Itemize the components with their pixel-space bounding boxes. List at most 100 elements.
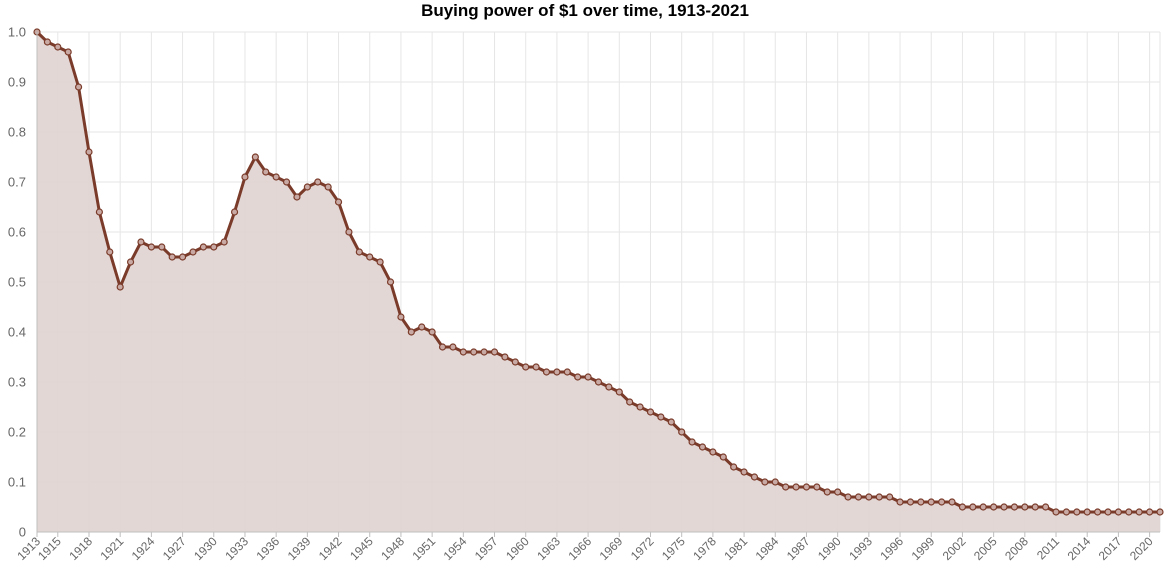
data-point bbox=[366, 253, 374, 261]
data-point bbox=[875, 493, 883, 501]
data-point bbox=[178, 253, 187, 261]
data-point bbox=[376, 258, 384, 266]
data-point bbox=[95, 208, 103, 216]
y-tick-label: 0.8 bbox=[8, 125, 26, 140]
x-tick-label: 1969 bbox=[597, 534, 626, 563]
data-point bbox=[355, 248, 363, 256]
y-tick-label: 0.3 bbox=[8, 375, 26, 390]
data-point bbox=[490, 348, 499, 356]
x-tick-label: 1963 bbox=[534, 534, 563, 563]
x-tick-label: 2020 bbox=[1127, 534, 1156, 563]
x-tick-label: 1915 bbox=[35, 534, 64, 563]
x-tick-label: 1954 bbox=[441, 534, 470, 563]
data-point bbox=[834, 488, 842, 496]
x-tick-label: 2014 bbox=[1065, 534, 1094, 563]
x-tick-label: 2002 bbox=[940, 534, 969, 563]
x-tick-label: 1978 bbox=[690, 534, 719, 563]
data-point bbox=[147, 243, 155, 251]
data-point bbox=[137, 238, 145, 246]
x-tick-label: 1987 bbox=[784, 534, 813, 563]
data-point bbox=[449, 343, 457, 351]
x-tick-label: 2005 bbox=[971, 534, 1000, 563]
data-point bbox=[272, 173, 280, 181]
data-point bbox=[927, 498, 935, 506]
data-point bbox=[324, 183, 332, 191]
data-point bbox=[168, 253, 176, 261]
data-point bbox=[574, 373, 582, 381]
x-tick-label: 2008 bbox=[1002, 534, 1031, 563]
data-point bbox=[844, 493, 852, 501]
data-point bbox=[106, 248, 114, 256]
x-tick-label: 1942 bbox=[316, 534, 345, 563]
data-point bbox=[532, 363, 540, 371]
data-point bbox=[1062, 508, 1071, 516]
x-tick-label: 1951 bbox=[409, 534, 438, 563]
data-point bbox=[761, 478, 769, 486]
data-point bbox=[886, 493, 894, 501]
data-point bbox=[594, 378, 603, 386]
data-point bbox=[615, 388, 623, 396]
data-point bbox=[314, 178, 322, 186]
data-point bbox=[220, 238, 228, 246]
data-point bbox=[657, 413, 665, 421]
data-point bbox=[480, 348, 488, 356]
data-point bbox=[334, 198, 343, 206]
x-tick-label: 1972 bbox=[628, 534, 657, 563]
x-tick-label: 1927 bbox=[160, 534, 189, 563]
data-point bbox=[1031, 503, 1039, 511]
y-tick-label: 0.5 bbox=[8, 275, 26, 290]
x-tick-label: 1936 bbox=[253, 534, 282, 563]
data-point bbox=[771, 478, 779, 486]
data-point bbox=[678, 428, 686, 436]
data-point bbox=[688, 438, 696, 446]
data-point bbox=[605, 383, 613, 391]
data-point bbox=[636, 403, 644, 411]
data-point bbox=[251, 153, 259, 161]
y-tick-label: 0.9 bbox=[8, 75, 26, 90]
data-point bbox=[906, 498, 915, 506]
data-point bbox=[553, 368, 561, 376]
point-layer bbox=[33, 28, 1164, 516]
x-tick-label: 1948 bbox=[378, 534, 407, 563]
data-point bbox=[126, 258, 135, 266]
data-point bbox=[667, 418, 675, 426]
data-point bbox=[750, 473, 759, 481]
x-tick-label: 1975 bbox=[659, 534, 688, 563]
data-point bbox=[563, 368, 571, 376]
y-tick-label: 0.4 bbox=[8, 325, 26, 340]
data-point bbox=[397, 313, 405, 321]
data-point bbox=[1083, 508, 1091, 516]
x-tick-label: 1930 bbox=[191, 534, 220, 563]
data-point bbox=[418, 323, 426, 331]
x-tick-label: 1957 bbox=[472, 534, 501, 563]
data-point bbox=[813, 483, 821, 491]
data-point bbox=[511, 358, 519, 366]
data-point bbox=[54, 43, 62, 51]
data-point bbox=[282, 178, 291, 186]
x-tick-label: 1966 bbox=[565, 534, 594, 563]
data-point bbox=[428, 328, 436, 336]
data-point bbox=[1000, 503, 1008, 511]
data-point bbox=[1021, 503, 1029, 511]
x-tick-label: 1996 bbox=[877, 534, 906, 563]
y-tick-label: 0.7 bbox=[8, 175, 26, 190]
data-point bbox=[116, 283, 124, 291]
data-point bbox=[293, 193, 301, 201]
data-point bbox=[345, 228, 353, 236]
data-point bbox=[1135, 508, 1143, 516]
x-tick-label: 2017 bbox=[1096, 534, 1125, 563]
data-point bbox=[896, 498, 904, 506]
data-point bbox=[740, 468, 748, 476]
y-tick-label: 1.0 bbox=[8, 25, 26, 40]
data-point bbox=[189, 248, 197, 256]
data-point bbox=[470, 348, 478, 356]
x-tick-label: 1918 bbox=[66, 534, 95, 563]
data-point bbox=[823, 488, 831, 496]
axis-layer bbox=[36, 32, 1160, 537]
x-tick-label: 2011 bbox=[1034, 534, 1062, 562]
data-point bbox=[74, 83, 83, 91]
x-tick-label: 1990 bbox=[815, 534, 844, 563]
data-point bbox=[1104, 508, 1112, 516]
